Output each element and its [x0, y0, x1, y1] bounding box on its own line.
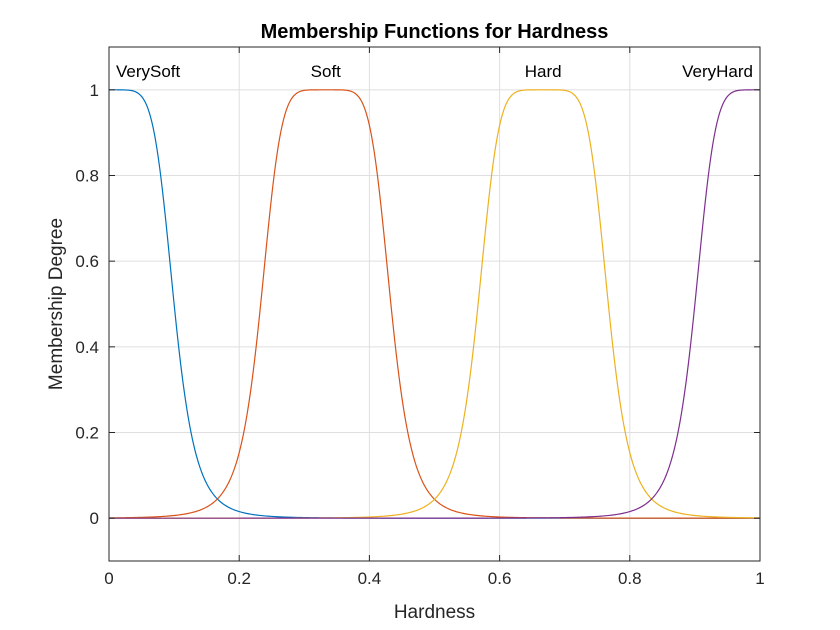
y-tick-label: 0.2: [75, 424, 99, 443]
mf-labels: VerySoft Soft Hard VeryHard: [116, 62, 753, 81]
series-label-veryhard: VeryHard: [682, 62, 753, 81]
series-label-hard: Hard: [525, 62, 562, 81]
y-tick-label: 0.4: [75, 338, 99, 357]
x-tick-label: 0.8: [618, 569, 642, 588]
ticks: [108, 47, 761, 561]
chart-title: Membership Functions for Hardness: [261, 21, 609, 43]
x-tick-label: 0.4: [358, 569, 382, 588]
plot-area: [109, 47, 760, 561]
x-tick-label: 1: [755, 569, 764, 588]
y-tick-label: 0: [90, 509, 99, 528]
series-label-soft: Soft: [311, 62, 342, 81]
y-axis-label: Membership Degree: [46, 218, 67, 390]
y-tick-label: 0.8: [75, 167, 99, 186]
y-tick-label: 0.6: [75, 252, 99, 271]
series-label-verysoft: VerySoft: [116, 62, 181, 81]
x-tick-label: 0.6: [488, 569, 512, 588]
axes-box: [108, 46, 761, 562]
curves: [108, 89, 761, 519]
tick-labels: 0 0.2 0.4 0.6 0.8 1 0 0.2 0.4 0.6 0.8 1: [75, 81, 764, 588]
y-tick-label: 1: [90, 81, 99, 100]
x-axis-label: Hardness: [394, 602, 475, 623]
x-tick-label: 0.2: [227, 569, 251, 588]
series-line-veryhard: [109, 89, 760, 519]
x-tick-label: 0: [104, 569, 113, 588]
